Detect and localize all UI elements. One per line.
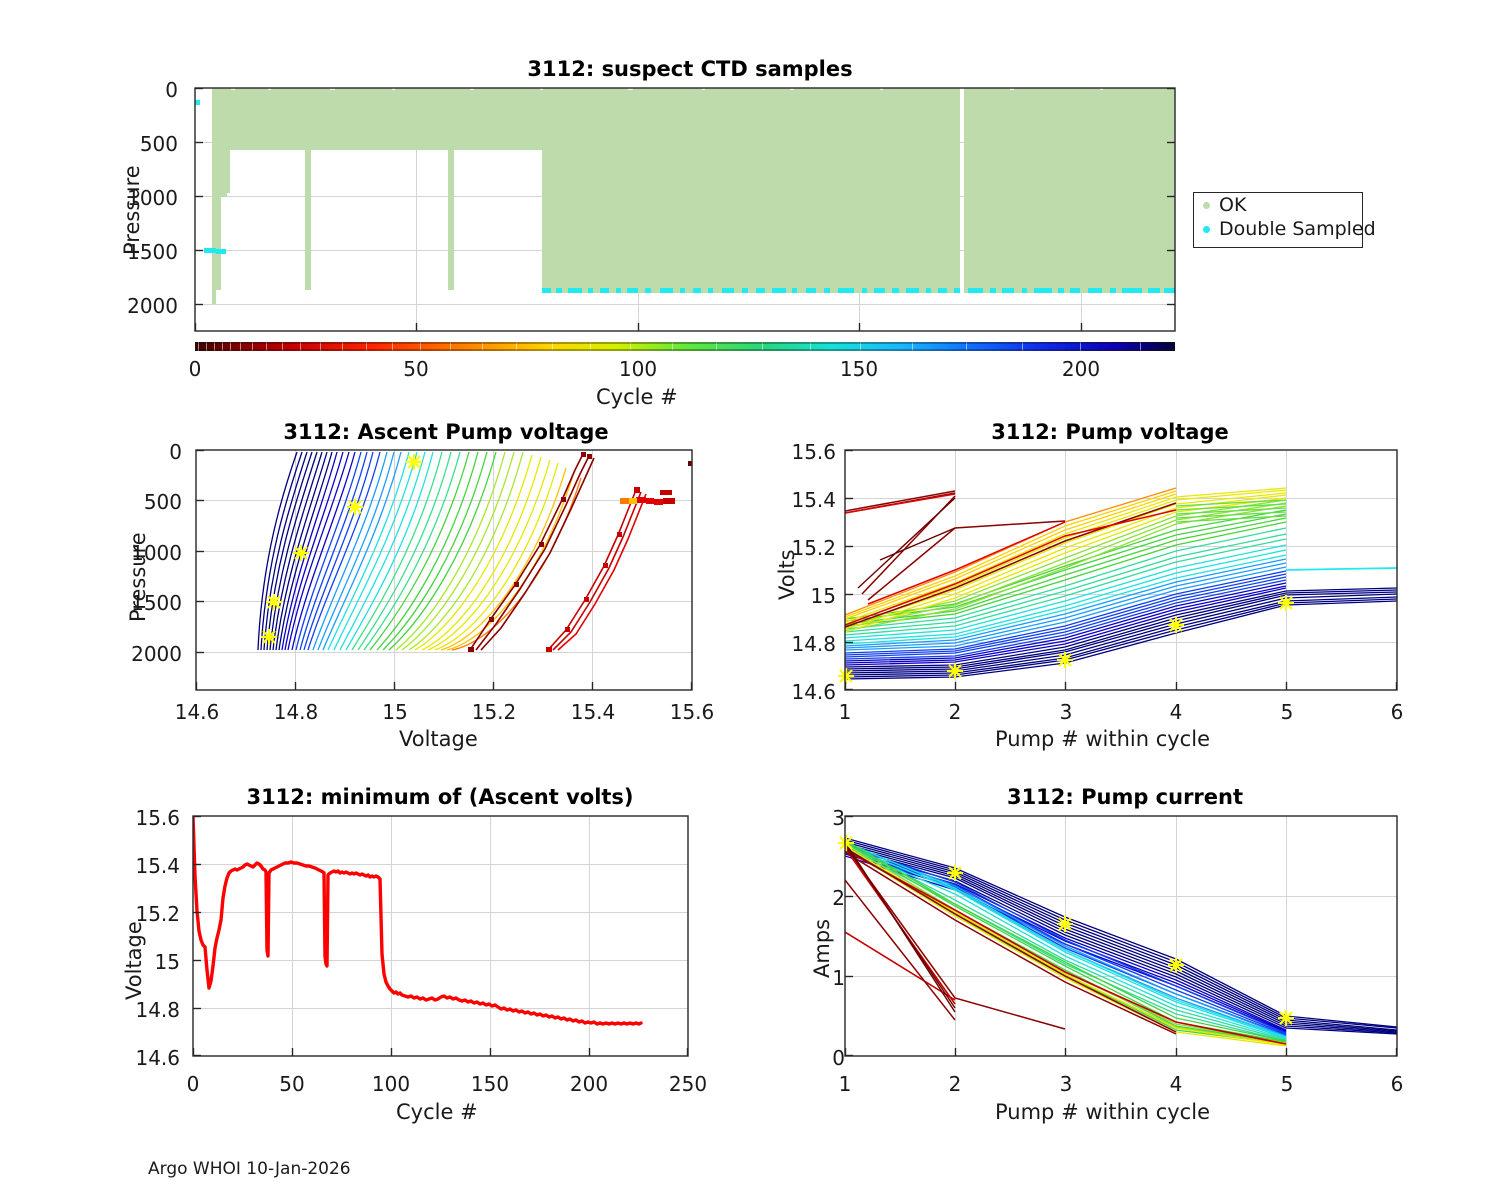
plot-min-ascent-volts [192, 815, 689, 1057]
panel-title-min-ascent-volts: 3112: minimum of (Ascent volts) [246, 785, 634, 809]
panel-suspect-ctd: 3112: suspect CTD samples Pressure Cycle… [0, 0, 1500, 409]
axis-label-pumpnum-bot: Pump # within cycle [995, 1100, 1210, 1124]
ytick-mid-2000: 2000 [131, 642, 182, 666]
ytick-mv-150: 15 [154, 950, 180, 974]
xtick-mv-50: 50 [279, 1072, 305, 1096]
xtick-mv-100: 100 [371, 1072, 411, 1096]
ytick-pc-2: 2 [832, 886, 845, 910]
xtick-mid-154: 15.4 [570, 700, 616, 724]
ytick-mid-500: 500 [143, 490, 182, 514]
panel-title-pump-voltage: 3112: Pump voltage [991, 420, 1229, 444]
median-markers-pump-voltage [838, 595, 1294, 684]
xtick-mv-250: 250 [668, 1072, 708, 1096]
ytick-top-1000: 1000 [127, 186, 178, 210]
xtick-top-200: 200 [1061, 357, 1101, 381]
ytick-pv-150: 15 [810, 584, 836, 608]
ytick-pv-156: 15.6 [791, 440, 836, 464]
plot-pump-voltage [838, 449, 1398, 691]
panel-min-ascent-volts: 3112: minimum of (Ascent volts) Voltage … [0, 760, 760, 1200]
xtick-pv-6: 6 [1390, 700, 1404, 724]
legend-item-ok: OK [1194, 193, 1362, 217]
xtick-mid-148: 14.8 [273, 700, 319, 724]
xtick-mid-156: 15.6 [669, 700, 715, 724]
ytick-top-500: 500 [139, 132, 178, 156]
axis-label-cycle-bl: Cycle # [396, 1100, 478, 1124]
xtick-pv-3: 3 [1059, 700, 1073, 724]
panel-pump-current: 3112: Pump current Amps Pump # within cy… [740, 760, 1500, 1200]
panel-ascent-pump-voltage: 3112: Ascent Pump voltage Pressure Volta… [0, 0, 760, 780]
xtick-top-50: 50 [403, 357, 429, 381]
median-markers-pump-current [838, 835, 1294, 1026]
ytick-mid-1500: 1500 [131, 591, 182, 615]
axis-label-pumpnum-mid: Pump # within cycle [995, 727, 1210, 751]
ytick-top-0: 0 [165, 78, 178, 102]
panel-title-suspect-ctd: 3112: suspect CTD samples [527, 57, 853, 81]
ytick-pc-1: 1 [832, 966, 845, 990]
min-ascent-volts-line [193, 816, 643, 1026]
ytick-pv-152: 15.2 [791, 536, 836, 560]
xtick-pc-1: 1 [838, 1072, 852, 1096]
ok-envelope [195, 88, 1175, 304]
xtick-pv-1: 1 [838, 700, 852, 724]
ytick-mv-146: 14.6 [135, 1046, 180, 1070]
legend-suspect-ctd: OK Double Sampled [1193, 192, 1376, 248]
xtick-mid-152: 15.2 [471, 700, 517, 724]
xtick-pv-4: 4 [1169, 700, 1183, 724]
double-sampled-points [195, 100, 226, 254]
xtick-top-100: 100 [618, 357, 658, 381]
legend-item-double-sampled: Double Sampled [1194, 217, 1376, 241]
xtick-pv-5: 5 [1280, 700, 1294, 724]
xtick-pc-6: 6 [1390, 1072, 1404, 1096]
figure-footer: Argo WHOI 10-Jan-2026 [148, 1159, 351, 1179]
xtick-top-150: 150 [839, 357, 879, 381]
plot-pump-current [838, 815, 1398, 1057]
cyan-tail-line [1285, 567, 1397, 571]
xtick-pc-5: 5 [1280, 1072, 1294, 1096]
ytick-mid-1000: 1000 [131, 541, 182, 565]
legend-dot-ok [1203, 201, 1210, 209]
ytick-mv-156: 15.6 [135, 806, 180, 830]
ytick-top-2000: 2000 [127, 294, 178, 318]
xtick-mid-150: 15 [382, 700, 408, 724]
xtick-mid-146: 14.6 [174, 700, 220, 724]
axis-label-voltage-mid: Voltage [399, 727, 478, 751]
ytick-pv-154: 15.4 [791, 488, 836, 512]
xtick-pc-2: 2 [948, 1072, 962, 1096]
panel-title-ascent-pump-voltage: 3112: Ascent Pump voltage [283, 420, 609, 444]
median-markers-ascent [261, 454, 422, 645]
ytick-pc-3: 3 [832, 806, 845, 830]
xtick-pv-2: 2 [948, 700, 962, 724]
xtick-top-0: 0 [188, 357, 202, 381]
xtick-mv-200: 200 [569, 1072, 609, 1096]
ytick-mid-0: 0 [169, 440, 182, 464]
plot-ascent-pump-voltage [195, 449, 693, 691]
ytick-top-1500: 1500 [127, 240, 178, 264]
xtick-mv-150: 150 [470, 1072, 510, 1096]
axis-label-cycle-top: Cycle # [596, 385, 678, 409]
ytick-pv-146: 14.6 [791, 680, 836, 704]
xtick-mv-0: 0 [186, 1072, 200, 1096]
plot-suspect-ctd [194, 87, 1176, 351]
ytick-mv-154: 15.4 [135, 854, 180, 878]
ytick-pc-0: 0 [832, 1046, 845, 1070]
ytick-mv-148: 14.8 [135, 998, 180, 1022]
double-sampled-band [542, 288, 1175, 293]
panel-title-pump-current: 3112: Pump current [1006, 785, 1244, 809]
legend-dot-double-sampled [1203, 225, 1210, 233]
xtick-pc-4: 4 [1169, 1072, 1183, 1096]
legend-label-double-sampled: Double Sampled [1219, 218, 1376, 240]
cycle-colorbar [195, 342, 1175, 351]
ytick-pv-148: 14.8 [791, 632, 836, 656]
ytick-mv-152: 15.2 [135, 902, 180, 926]
xtick-pc-3: 3 [1059, 1072, 1073, 1096]
legend-label-ok: OK [1219, 194, 1247, 216]
panel-pump-voltage: 3112: Pump voltage Volts Pump # within c… [740, 0, 1500, 780]
